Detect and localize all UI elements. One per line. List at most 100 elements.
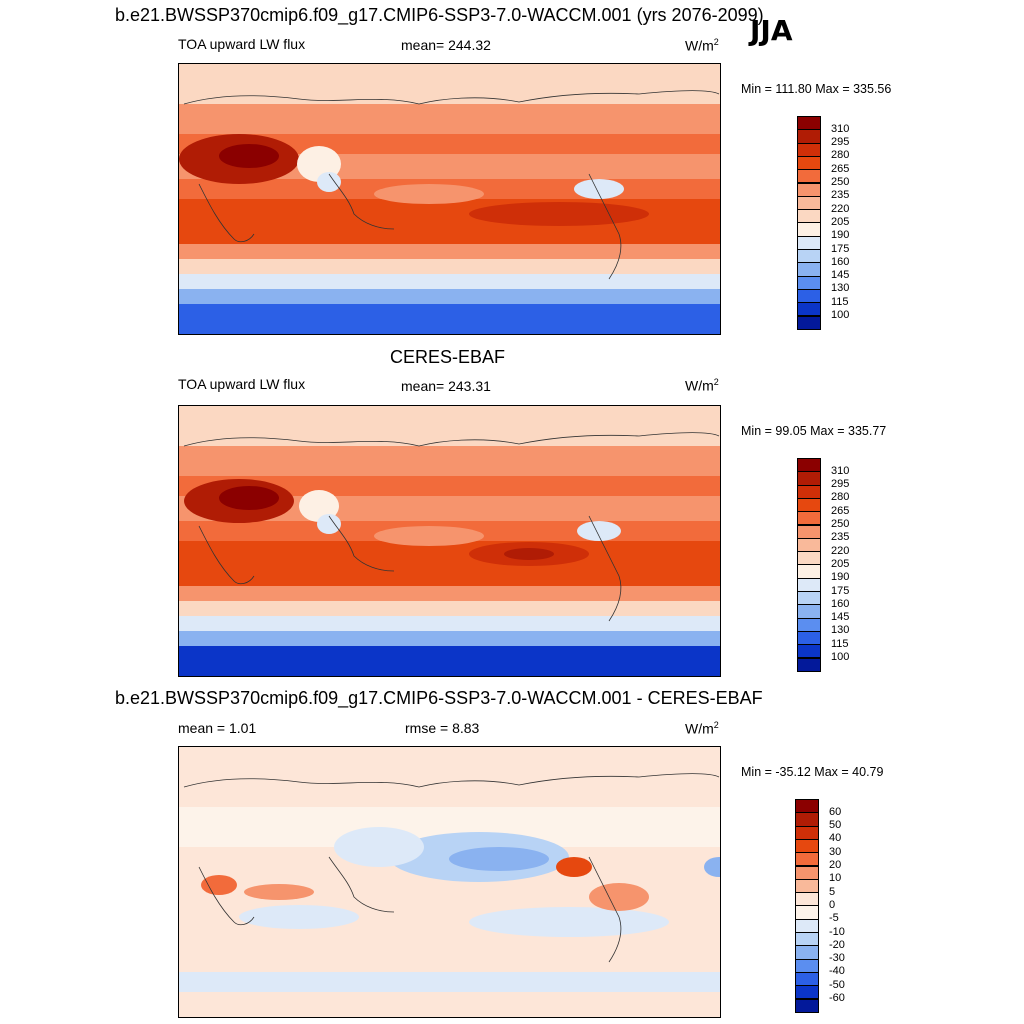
colorbar-swatch bbox=[797, 129, 821, 144]
colorbar-tick-label: -60 bbox=[829, 992, 845, 1004]
panel-1-colorbar: 310 295 280 265 250 235 220 205 190 175 160 145 130 1… bbox=[797, 116, 877, 330]
colorbar-tick-label: 0 bbox=[829, 898, 836, 911]
colorbar-swatch bbox=[797, 551, 821, 566]
colorbar-tick-label: -30 bbox=[829, 952, 845, 965]
panel-3-units: W/m2 bbox=[685, 720, 719, 737]
colorbar-swatch bbox=[797, 169, 821, 184]
panel-3-title: b.e21.BWSSP370cmip6.f09_g17.CMIP6-SSP3-7… bbox=[115, 688, 763, 708]
colorbar-swatch bbox=[795, 945, 819, 960]
colorbar-tick-label: 10 bbox=[829, 872, 842, 885]
colorbar-swatch bbox=[797, 564, 821, 579]
colorbar-swatch bbox=[797, 591, 821, 606]
colorbar-tick-label: 160 bbox=[831, 255, 850, 268]
colorbar-swatch bbox=[795, 932, 819, 947]
colorbar-swatch bbox=[797, 511, 821, 526]
panel-1-units: W/m2 bbox=[685, 37, 719, 54]
colorbar-swatch bbox=[797, 617, 821, 632]
colorbar-swatch bbox=[795, 812, 819, 827]
colorbar-swatch bbox=[797, 155, 821, 171]
colorbar-tick-label: 5 bbox=[829, 885, 836, 898]
panel-2-minmax: Min = 99.05 Max = 335.77 bbox=[741, 424, 887, 438]
panel-3-map-field bbox=[179, 747, 720, 1017]
season-label: JJA bbox=[750, 14, 793, 47]
colorbar-tick-label: 265 bbox=[831, 504, 850, 517]
colorbar-tick-label: 130 bbox=[831, 624, 850, 637]
colorbar-swatch bbox=[795, 799, 819, 814]
colorbar-swatch bbox=[797, 471, 821, 486]
colorbar-swatch bbox=[795, 892, 819, 907]
colorbar-tick-label: 205 bbox=[831, 215, 850, 228]
panel-2-colorbar: 310 295 280 265 250 235 220 205 190 175 160 145 130 1… bbox=[797, 458, 877, 672]
colorbar-tick-label: 205 bbox=[831, 557, 850, 570]
panel-1-variable-label: TOA upward LW flux bbox=[178, 36, 306, 52]
colorbar-tick-label: 30 bbox=[829, 845, 842, 858]
colorbar-tick-label: 235 bbox=[831, 531, 850, 544]
colorbar-tick-label: 310 bbox=[831, 122, 850, 135]
colorbar-swatch bbox=[797, 657, 821, 672]
panel-3-map bbox=[178, 746, 721, 1018]
colorbar-swatch bbox=[795, 958, 819, 973]
colorbar-tick-label: 250 bbox=[831, 176, 850, 188]
colorbar-swatch bbox=[797, 577, 821, 592]
colorbar-tick-label: 60 bbox=[829, 805, 842, 818]
panel-2-map bbox=[178, 405, 721, 677]
colorbar-tick-label: 100 bbox=[831, 651, 850, 663]
colorbar-swatch bbox=[795, 905, 819, 920]
colorbar-swatch bbox=[795, 971, 819, 987]
colorbar-tick-label: 280 bbox=[831, 149, 850, 162]
colorbar-swatch bbox=[795, 825, 819, 840]
colorbar-tick-label: 190 bbox=[831, 229, 850, 242]
colorbar-tick-label: 295 bbox=[831, 478, 850, 491]
colorbar-swatch bbox=[795, 865, 819, 880]
colorbar-swatch bbox=[797, 249, 821, 264]
colorbar-swatch bbox=[797, 209, 821, 224]
colorbar-swatch bbox=[797, 182, 821, 197]
colorbar-swatch bbox=[795, 852, 819, 867]
colorbar-swatch bbox=[795, 985, 819, 1000]
colorbar-swatch bbox=[795, 998, 819, 1013]
colorbar-swatch bbox=[797, 288, 821, 304]
panel-3-colorbar: 60 50 40 30 20 10 5 0 -5 -10 -20 -30 -40 -50 -60 bbox=[795, 799, 875, 1013]
colorbar-tick-label: 115 bbox=[831, 637, 849, 650]
colorbar-swatch bbox=[797, 484, 821, 499]
panel-1-mean-label: mean= 244.32 bbox=[401, 37, 491, 53]
colorbar-tick-label: -5 bbox=[829, 912, 839, 925]
colorbar-tick-label: -10 bbox=[829, 925, 845, 938]
panel-2-variable-label: TOA upward LW flux bbox=[178, 376, 306, 392]
colorbar-tick-label: 190 bbox=[831, 571, 850, 584]
panel-3-minmax: Min = -35.12 Max = 40.79 bbox=[741, 765, 884, 779]
colorbar-tick-label: 40 bbox=[829, 832, 842, 845]
panel-3-rmse-label: rmse = 8.83 bbox=[405, 720, 480, 736]
colorbar-tick-label: -40 bbox=[829, 965, 845, 978]
colorbar-swatch bbox=[797, 142, 821, 157]
colorbar-swatch bbox=[797, 262, 821, 277]
colorbar-tick-label: 310 bbox=[831, 464, 850, 477]
colorbar-swatch bbox=[797, 497, 821, 513]
colorbar-swatch bbox=[797, 275, 821, 290]
colorbar-tick-label: 50 bbox=[829, 819, 842, 832]
panel-3-mean-label: mean = 1.01 bbox=[178, 720, 257, 736]
panel-2-title: CERES-EBAF bbox=[390, 347, 506, 367]
colorbar-swatch bbox=[797, 302, 821, 317]
colorbar-swatch bbox=[795, 918, 819, 933]
panel-2-mean-label: mean= 243.31 bbox=[401, 378, 491, 394]
colorbar-swatch bbox=[797, 630, 821, 646]
panel-1-title: b.e21.BWSSP370cmip6.f09_g17.CMIP6-SSP3-7… bbox=[115, 5, 764, 25]
colorbar-swatch bbox=[795, 838, 819, 854]
colorbar-tick-label: 115 bbox=[831, 295, 849, 308]
colorbar-swatch bbox=[797, 315, 821, 330]
colorbar-tick-label: 160 bbox=[831, 597, 850, 610]
colorbar-tick-label: 250 bbox=[831, 518, 850, 530]
colorbar-tick-label: 20 bbox=[829, 859, 842, 871]
colorbar-swatch bbox=[797, 458, 821, 473]
colorbar-tick-label: 145 bbox=[831, 269, 850, 282]
colorbar-swatch bbox=[797, 644, 821, 659]
colorbar-swatch bbox=[797, 195, 821, 211]
colorbar-tick-label: -20 bbox=[829, 938, 845, 951]
colorbar-swatch bbox=[795, 878, 819, 894]
colorbar-swatch bbox=[797, 235, 821, 250]
panel-2-map-field bbox=[179, 406, 720, 676]
colorbar-tick-label: 130 bbox=[831, 282, 850, 295]
colorbar-tick-label: 145 bbox=[831, 611, 850, 624]
colorbar-tick-label: 220 bbox=[831, 544, 850, 557]
